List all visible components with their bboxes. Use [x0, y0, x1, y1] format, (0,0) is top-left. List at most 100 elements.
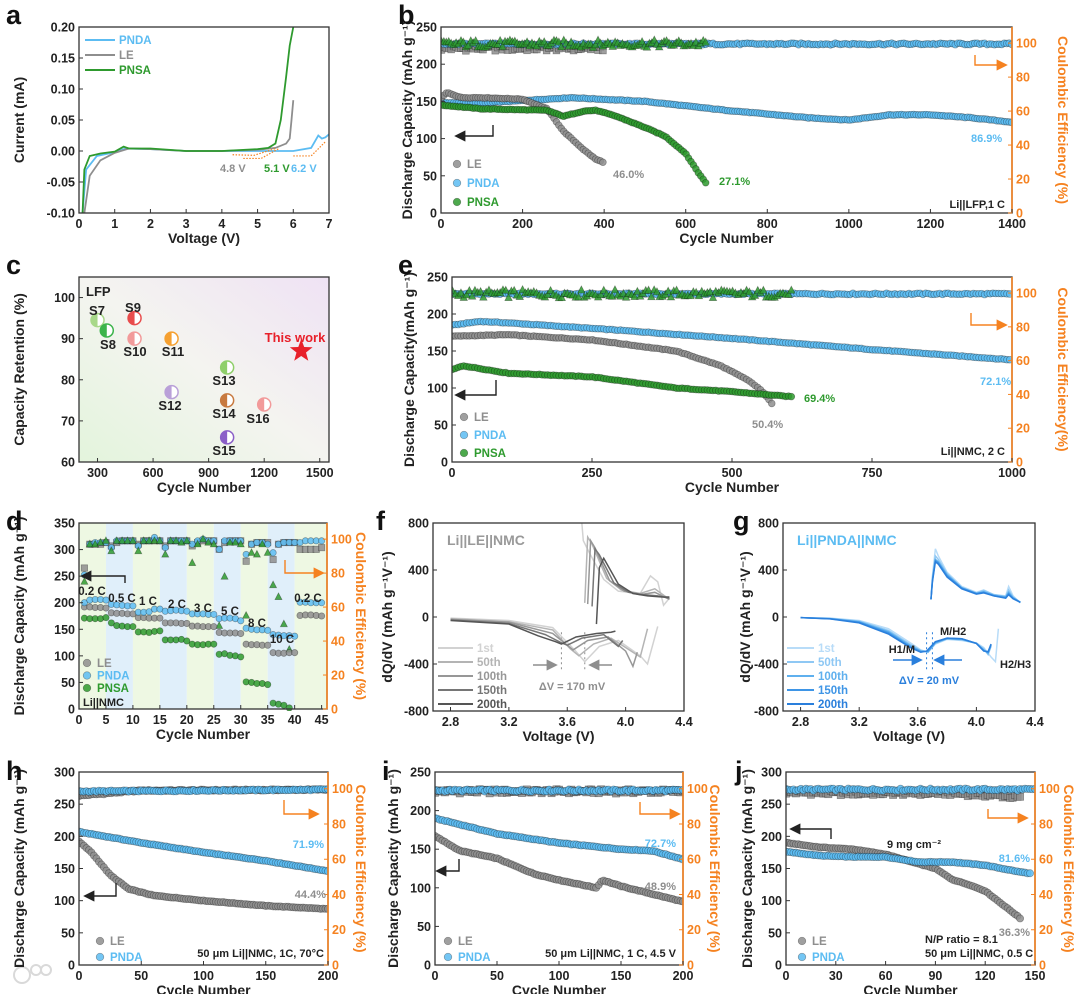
- legend-item-pnda: PNDA: [82, 671, 130, 683]
- y-tick-label: 250: [54, 570, 75, 584]
- legend-item-50th: 50th: [438, 657, 501, 669]
- x-tick-label: 35: [261, 713, 275, 727]
- point-label: S9: [125, 300, 141, 315]
- panel-c: S7 S8 S9 S10 S11 S12 S13 S14 S15 S16 This work LFP 3…: [6, 250, 334, 495]
- x-tick-label: 150: [255, 969, 276, 983]
- legend-item-1st: 1st: [787, 643, 835, 655]
- y-axis-label: Capacity Retention (%): [11, 293, 27, 445]
- y2-tick-label: 80: [332, 817, 346, 831]
- legend-item-le: LE: [95, 936, 125, 948]
- pnsa-ce-point: [637, 36, 647, 46]
- dqdv-charge-curve-150th: [591, 546, 670, 607]
- y2-tick-label: 100: [1016, 287, 1037, 301]
- legend-label: 100th: [477, 671, 507, 683]
- pnsa-ce-point: [263, 547, 272, 556]
- pnda-capacity-point: [183, 607, 191, 615]
- x-tick-label: 600: [675, 217, 696, 231]
- pnsa-ce-point: [150, 536, 159, 544]
- y-axis-label: Discharge Capacity (mAh g⁻¹): [739, 769, 755, 968]
- y-tick-label: 0.10: [51, 83, 75, 97]
- y2-axis-label: Coulombic Efficiency (%): [1055, 36, 1071, 204]
- panel-e: 0 250 500 750 100005010015020025002040608010…: [398, 250, 1071, 495]
- y-tick-label: 250: [54, 798, 75, 812]
- legend-label: 150th: [818, 685, 848, 697]
- y-tick-label: 100: [416, 132, 437, 146]
- pnsa-ce-point: [652, 286, 662, 296]
- y-tick-label: 0.20: [51, 21, 75, 35]
- le-capacity-point: [237, 629, 245, 638]
- ce-axis-indicator-arrow: [284, 560, 325, 579]
- y-tick-label: 200: [54, 830, 75, 844]
- legend-item-pnda: PNDA: [443, 952, 491, 964]
- legend-item-pnda: PNDA: [459, 430, 507, 442]
- pnsa-ce-point: [107, 546, 116, 555]
- series-line-pnsa: [81, 26, 295, 214]
- y-tick-label: -400: [754, 658, 779, 672]
- pnda-capacity-point: [102, 596, 110, 604]
- pnsa-ce-point: [708, 292, 718, 301]
- y-tick-label: 50: [768, 926, 782, 940]
- y2-tick-label: 80: [1039, 817, 1053, 831]
- x-axis-label: Cycle Number: [679, 230, 774, 246]
- x-tick-label: 50: [134, 969, 148, 983]
- pnsa-ce-point: [96, 537, 105, 546]
- y-tick-label: 800: [758, 517, 779, 531]
- legend-marker-swatch: [443, 936, 453, 946]
- pnsa-ce-point: [701, 37, 711, 46]
- le-ce-point: [242, 557, 250, 565]
- panel-b: 0 200 400 600 800 1000 1200 1400050100150200250…: [398, 0, 1071, 246]
- legend-label: PNSA: [119, 65, 151, 77]
- annotation-label: 27.1%: [719, 176, 750, 188]
- capacity-axis-indicator-arrow: [83, 883, 117, 902]
- x-axis-label: Cycle Number: [156, 726, 251, 742]
- panel-g: 2.8 3.2 3.6 4.0 4.4 -800 -400 0 400 800 Voltage (V…: [733, 506, 1044, 744]
- annotation-label: 81.6%: [999, 853, 1030, 865]
- dqdv-discharge-curve-100th: [450, 618, 639, 669]
- legend-marker-swatch: [82, 683, 92, 693]
- legend-label: PNDA: [119, 35, 152, 47]
- annotation-label: 36.3%: [999, 927, 1030, 939]
- plot-area: [800, 548, 1021, 670]
- dqdv-charge-curve-100th: [586, 538, 670, 605]
- plot-frame: [78, 276, 330, 463]
- legend-item-le: LE: [85, 50, 134, 62]
- pnsa-capacity-point: [237, 653, 245, 661]
- pnsa-ce-point: [546, 285, 555, 294]
- legend-marker-swatch: [82, 671, 92, 680]
- x-tick-label: 7: [326, 217, 333, 231]
- y-tick-label: 400: [408, 564, 429, 578]
- pnsa-ce-point: [787, 285, 796, 294]
- y2-tick-label: 20: [331, 669, 345, 683]
- pnsa-ce-point: [456, 288, 466, 297]
- pnsa-ce-point: [128, 536, 138, 544]
- annotation-label: ΔV = 20 mV: [899, 675, 960, 687]
- x-tick-label: 1000: [998, 466, 1026, 480]
- c-rate-label: 5 C: [221, 606, 239, 618]
- x-tick-label: 6: [290, 217, 297, 231]
- c-rate-label: 2 C: [168, 599, 186, 611]
- capacity-axis-indicator-arrow: [435, 859, 460, 877]
- c-rate-label: 8 C: [248, 618, 266, 630]
- plot-area: [81, 26, 329, 214]
- y-axis-label: Discharge Capacity (mAh g⁻¹): [11, 769, 27, 968]
- pnsa-ce-point: [564, 41, 573, 50]
- x-axis-label: Cycle Number: [156, 982, 251, 994]
- pnsa-ce-point: [198, 534, 208, 543]
- legend-item-le: LE: [82, 658, 112, 670]
- pnda-ce-point: [679, 785, 683, 794]
- y-tick-label: 50: [61, 926, 75, 940]
- legend-label: PNDA: [812, 952, 845, 964]
- y-tick-label: 250: [416, 21, 437, 35]
- y2-tick-label: 100: [687, 782, 708, 796]
- legend-marker-swatch: [797, 952, 807, 962]
- y-tick-label: 0.15: [51, 52, 75, 66]
- pnsa-ce-point: [476, 286, 485, 296]
- plot-area: [435, 785, 683, 906]
- pnsa-ce-point: [672, 285, 681, 294]
- legend-label: LE: [812, 936, 827, 948]
- x-tick-label: 60: [879, 969, 893, 983]
- panel-letter: c: [6, 250, 21, 280]
- x-tick-label: 750: [862, 466, 883, 480]
- legend-item-pnda: PNDA: [95, 952, 143, 964]
